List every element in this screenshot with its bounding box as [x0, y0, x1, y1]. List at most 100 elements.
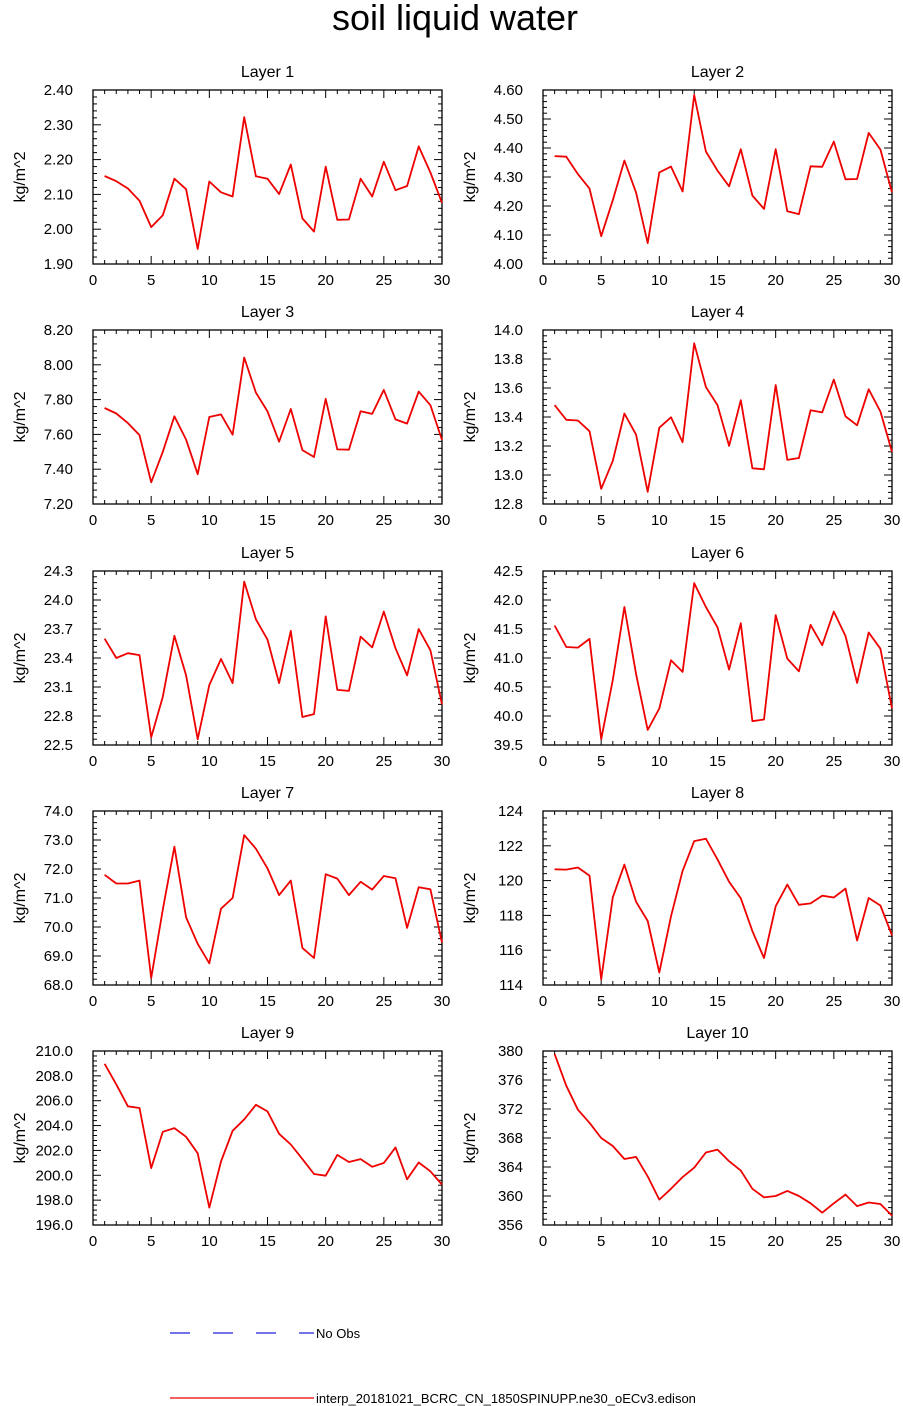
x-tick-label: 15	[709, 753, 726, 770]
y-tick-label: 4.30	[494, 169, 523, 186]
panel-2: Layer 2 kg/m^2 0 5 10 15 20 25 30 4.00 4.10 4.20 4.3…	[462, 64, 900, 289]
y-tick-label: 14.0	[494, 322, 523, 339]
y-axis-label: kg/m^2	[462, 391, 479, 442]
y-axis-label: kg/m^2	[462, 151, 479, 202]
y-tick-label: 39.5	[494, 737, 523, 754]
y-tick-label: 210.0	[35, 1043, 73, 1060]
x-tick-label: 20	[767, 1233, 784, 1250]
panel-9: Layer 9 kg/m^2 0 5 10 15 20 25 30 196.0 198.0 200.0…	[12, 1025, 450, 1250]
x-tick-label: 10	[201, 993, 218, 1010]
y-tick-label: 42.0	[494, 592, 523, 609]
y-tick-label: 24.0	[44, 592, 73, 609]
y-tick-label: 380	[498, 1043, 523, 1060]
panel-title: Layer 6	[691, 545, 744, 562]
x-tick-label: 0	[89, 512, 97, 529]
y-tick-label: 2.40	[44, 82, 73, 99]
plot-frame	[92, 570, 443, 746]
x-tick-label: 0	[539, 272, 547, 289]
y-tick-label: 42.5	[494, 563, 523, 580]
x-tick-label: 30	[884, 993, 901, 1010]
panel-title: Layer 10	[686, 1025, 748, 1042]
panel-7: Layer 7 kg/m^2 0 5 10 15 20 25 30 68.0 69.0 70.0 71.…	[12, 785, 450, 1010]
series-line	[104, 116, 443, 250]
y-tick-label: 13.6	[494, 380, 523, 397]
y-tick-label: 198.0	[35, 1192, 73, 1209]
panel-title: Layer 8	[691, 785, 744, 802]
y-tick-label: 208.0	[35, 1068, 73, 1085]
x-tick-label: 15	[259, 512, 276, 529]
x-tick-label: 25	[825, 753, 842, 770]
panel-5: Layer 5 kg/m^2 0 5 10 15 20 25 30 22.5 22.8 23.1 23.…	[12, 545, 450, 770]
y-tick-label: 2.20	[44, 152, 73, 169]
y-tick-label: 74.0	[44, 803, 73, 820]
y-tick-label: 2.00	[44, 221, 73, 238]
series-line	[103, 580, 443, 741]
y-tick-label: 4.40	[494, 140, 523, 157]
x-tick-label: 15	[709, 272, 726, 289]
x-tick-label: 5	[147, 1233, 155, 1250]
y-tick-label: 24.3	[44, 563, 73, 580]
y-tick-label: 41.0	[494, 650, 523, 667]
x-tick-label: 30	[884, 753, 901, 770]
series-line	[553, 582, 893, 741]
y-tick-label: 70.0	[44, 919, 73, 936]
x-tick-label: 20	[317, 512, 334, 529]
x-tick-label: 15	[709, 993, 726, 1010]
legend-model-label: interp_20181021_BCRC_CN_1850SPINUPP.ne30…	[316, 1391, 696, 1406]
y-tick-label: 204.0	[35, 1118, 73, 1135]
y-tick-label: 13.2	[494, 438, 523, 455]
y-tick-label: 206.0	[35, 1093, 73, 1110]
y-tick-label: 69.0	[44, 948, 73, 965]
x-tick-label: 15	[259, 753, 276, 770]
x-tick-label: 20	[317, 272, 334, 289]
panel-title: Layer 5	[241, 545, 294, 562]
plot-frame	[92, 329, 443, 505]
x-tick-label: 5	[147, 272, 155, 289]
x-tick-label: 25	[375, 272, 392, 289]
y-axis-label: kg/m^2	[462, 872, 479, 923]
legend: No Obs interp_20181021_BCRC_CN_1850SPINU…	[170, 1326, 696, 1406]
y-tick-label: 7.20	[44, 496, 73, 513]
x-tick-label: 30	[434, 993, 451, 1010]
y-axis-label: kg/m^2	[12, 872, 29, 923]
y-tick-label: 2.30	[44, 117, 73, 134]
panel-10: Layer 10 kg/m^2 0 5 10 15 20 25 30 356 360 364 368 37…	[462, 1025, 900, 1250]
y-tick-label: 13.4	[494, 409, 523, 426]
x-tick-label: 5	[597, 993, 605, 1010]
panel-title: Layer 9	[241, 1025, 294, 1042]
x-tick-label: 20	[767, 993, 784, 1010]
x-tick-label: 10	[651, 753, 668, 770]
y-tick-label: 7.60	[44, 426, 73, 443]
x-tick-label: 25	[825, 1233, 842, 1250]
panel-6: Layer 6 kg/m^2 0 5 10 15 20 25 30 39.5 40.0 40.5 41.…	[462, 545, 900, 770]
x-tick-label: 5	[147, 993, 155, 1010]
x-tick-label: 30	[434, 753, 451, 770]
y-tick-label: 4.60	[494, 82, 523, 99]
y-tick-label: 116	[499, 942, 523, 959]
series-line	[553, 1053, 893, 1217]
plot-frame	[542, 570, 893, 746]
y-tick-label: 4.00	[494, 256, 523, 273]
x-tick-label: 10	[201, 512, 218, 529]
x-tick-label: 20	[317, 1233, 334, 1250]
y-tick-label: 22.8	[44, 708, 73, 725]
y-tick-label: 4.20	[494, 198, 523, 215]
x-tick-label: 20	[767, 512, 784, 529]
x-tick-label: 15	[259, 993, 276, 1010]
panel-title: Layer 3	[241, 304, 294, 321]
x-tick-label: 5	[147, 753, 155, 770]
series-line	[553, 342, 893, 493]
y-tick-label: 72.0	[44, 861, 73, 878]
y-tick-label: 13.0	[494, 467, 523, 484]
y-tick-label: 364	[498, 1159, 523, 1176]
x-tick-label: 30	[884, 272, 901, 289]
panel-title: Layer 2	[691, 64, 744, 81]
x-tick-label: 20	[317, 993, 334, 1010]
x-tick-label: 10	[651, 1233, 668, 1250]
x-tick-label: 0	[539, 753, 547, 770]
y-tick-label: 73.0	[44, 832, 73, 849]
x-tick-label: 25	[375, 993, 392, 1010]
x-tick-label: 0	[89, 1233, 97, 1250]
y-tick-label: 1.90	[44, 256, 73, 273]
